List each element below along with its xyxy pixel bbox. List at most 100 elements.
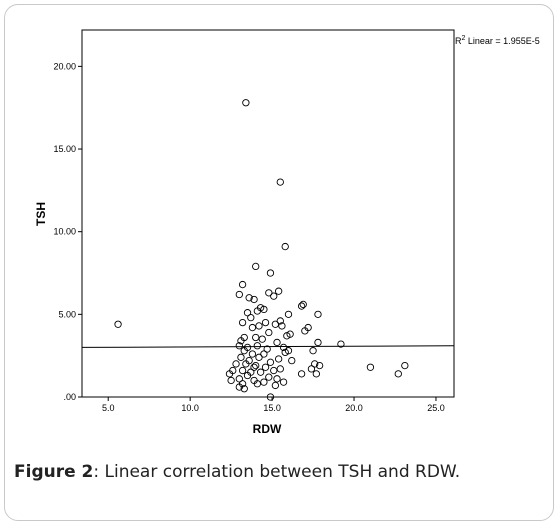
x-tick-label: 25.0 xyxy=(427,403,445,413)
fit-line xyxy=(81,345,455,348)
data-point xyxy=(312,370,320,378)
data-point xyxy=(309,347,317,355)
data-point xyxy=(227,376,235,385)
y-tick-label: 20.00 xyxy=(53,61,76,71)
data-point xyxy=(253,342,261,350)
data-point xyxy=(271,320,280,328)
data-point xyxy=(266,358,275,366)
data-point xyxy=(265,373,273,381)
data-point xyxy=(270,292,278,300)
data-point xyxy=(261,318,270,327)
data-point xyxy=(232,360,240,368)
data-point xyxy=(250,295,258,304)
data-point xyxy=(238,366,247,375)
data-point xyxy=(252,333,260,342)
x-tick-label: 10.0 xyxy=(181,403,199,413)
data-point xyxy=(270,366,278,375)
data-point xyxy=(258,335,266,343)
data-point xyxy=(243,371,252,380)
data-point xyxy=(366,363,375,371)
data-point xyxy=(401,361,409,370)
y-tick-label: 5.00 xyxy=(58,309,76,319)
data-point xyxy=(235,383,243,391)
data-point xyxy=(256,368,265,376)
data-point xyxy=(307,365,316,373)
data-point xyxy=(248,323,257,332)
y-tick-label: .00 xyxy=(63,392,76,402)
data-point xyxy=(314,310,322,318)
caption-text: : Linear correlation between TSH and RDW… xyxy=(93,462,461,482)
data-point xyxy=(265,289,273,297)
data-point xyxy=(255,353,263,361)
data-point xyxy=(238,318,247,327)
x-tick-label: 20.0 xyxy=(345,403,363,413)
data-point xyxy=(301,327,309,335)
data-point xyxy=(237,353,245,361)
y-axis: .00 5.00 10.00 15.00 20.00 xyxy=(53,61,82,402)
data-point xyxy=(261,363,270,371)
data-point xyxy=(260,305,268,314)
data-point xyxy=(252,361,260,370)
data-point xyxy=(283,332,291,340)
data-point xyxy=(253,380,261,388)
data-point xyxy=(279,343,288,352)
data-point xyxy=(276,365,284,373)
data-point xyxy=(271,381,280,390)
data-point xyxy=(266,393,275,401)
plot-area xyxy=(81,29,455,398)
data-point xyxy=(250,363,258,371)
data-point xyxy=(247,313,255,322)
data-point xyxy=(297,302,306,310)
data-point xyxy=(279,378,288,386)
data-point xyxy=(394,370,402,378)
data-point xyxy=(260,350,268,358)
x-tick-label: 5.0 xyxy=(102,403,115,413)
data-point xyxy=(281,242,289,251)
data-point xyxy=(243,309,252,317)
data-point xyxy=(265,328,273,337)
data-point xyxy=(276,317,284,325)
data-point xyxy=(114,320,122,328)
data-point xyxy=(235,375,243,383)
data-point xyxy=(240,347,248,355)
data-point xyxy=(311,360,319,368)
data-point xyxy=(242,360,250,368)
data-point xyxy=(273,338,281,347)
data-point xyxy=(278,322,286,330)
data-point xyxy=(284,310,293,318)
data-point xyxy=(225,370,234,378)
data-point xyxy=(238,280,247,289)
x-axis: 5.0 10.0 15.0 20.0 25.0 xyxy=(102,397,445,413)
data-point xyxy=(237,337,245,345)
data-point xyxy=(275,355,283,363)
x-tick-label: 15.0 xyxy=(263,403,281,413)
caption-label: Figure 2 xyxy=(14,462,94,482)
data-point xyxy=(252,262,260,271)
data-point xyxy=(314,338,322,347)
data-point xyxy=(263,345,271,353)
data-point xyxy=(235,342,243,350)
data-point xyxy=(273,375,281,383)
x-axis-label: RDW xyxy=(253,422,282,436)
r2-prefix: R xyxy=(455,36,462,46)
data-point xyxy=(260,378,268,386)
data-point xyxy=(255,322,263,330)
data-point xyxy=(275,287,283,295)
points-layer xyxy=(114,99,409,401)
data-point xyxy=(297,370,306,378)
data-point xyxy=(288,356,296,365)
r2-value: Linear = 1.955E-5 xyxy=(465,36,539,46)
data-point xyxy=(245,294,253,302)
data-point xyxy=(281,348,289,357)
data-point xyxy=(315,361,324,370)
data-point xyxy=(235,290,243,299)
data-point xyxy=(299,300,307,309)
data-point xyxy=(248,350,257,358)
data-point xyxy=(253,307,261,315)
y-tick-label: 15.00 xyxy=(53,144,76,154)
data-point xyxy=(266,269,275,277)
y-tick-label: 10.00 xyxy=(53,227,76,237)
r2-annotation: R2 Linear = 1.955E-5 xyxy=(455,35,540,46)
data-point xyxy=(337,340,345,348)
